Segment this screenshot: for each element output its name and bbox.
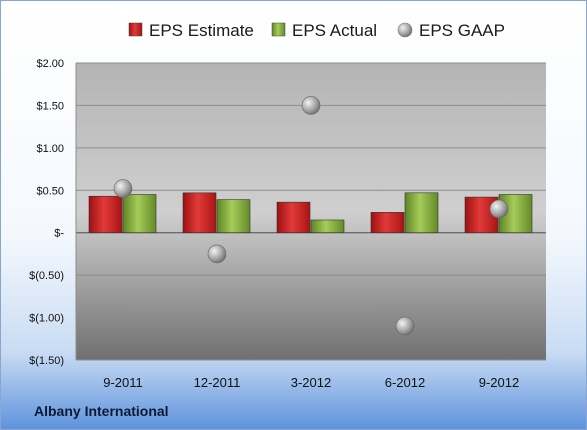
y-tick-label: $(1.00) [29, 313, 64, 325]
bar-eps-actual [404, 192, 439, 234]
bar-eps-estimate [88, 195, 123, 234]
bar-eps-estimate [276, 201, 311, 234]
legend-swatch [397, 22, 413, 38]
legend-swatch [128, 22, 143, 37]
x-tick-label: 6-2012 [385, 375, 425, 390]
y-tick-label: $- [54, 228, 64, 240]
gaap-point [301, 96, 321, 115]
y-tick-label: $(0.50) [29, 270, 64, 282]
legend-label: EPS Actual [292, 21, 377, 40]
legend-label: EPS GAAP [419, 21, 505, 40]
x-tick-label: 3-2012 [291, 375, 331, 390]
bar-eps-actual [216, 199, 251, 234]
gaap-markers [113, 96, 509, 336]
x-tick-label: 9-2012 [479, 375, 519, 390]
bars [88, 192, 533, 234]
gaap-point [489, 199, 509, 219]
y-tick-label: $2.00 [36, 58, 64, 70]
legend-swatch [271, 22, 286, 37]
y-tick-label: $(1.50) [29, 355, 64, 367]
bar-eps-estimate [370, 212, 405, 234]
x-tick-label: 9-2011 [103, 375, 143, 390]
legend-label: EPS Estimate [149, 21, 254, 40]
bar-eps-estimate [182, 192, 217, 234]
gaap-point [395, 316, 415, 336]
legend: EPS Estimate EPS Actual EPS GAAP [128, 21, 505, 40]
y-tick-label: $1.00 [36, 143, 64, 155]
y-axis: $2.00 $1.50 $1.00 $0.50 $- $(0.50) $(1.00) $(1.… [29, 58, 77, 367]
x-axis: 9-2011 12-2011 3-2012 6-2012 9-2012 [103, 375, 519, 390]
bar-eps-actual [310, 219, 345, 234]
gaap-point [113, 179, 133, 198]
bar-eps-actual [122, 194, 157, 234]
company-name: Albany International [34, 403, 169, 419]
gaap-point [207, 244, 227, 264]
y-tick-label: $1.50 [36, 100, 64, 112]
x-tick-label: 12-2011 [194, 375, 241, 390]
y-tick-label: $0.50 [36, 185, 64, 197]
